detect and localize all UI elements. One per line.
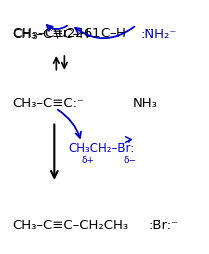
Text: :B̈r:⁻: :B̈r:⁻	[149, 218, 179, 231]
Text: CH$_3$–C\u2261C–H: CH$_3$–C\u2261C–H	[12, 27, 127, 42]
Text: CH₃–C≡C–H: CH₃–C≡C–H	[12, 28, 89, 41]
Text: CH₃CH₂–B̈r:: CH₃CH₂–B̈r:	[68, 141, 135, 154]
Text: δ−: δ−	[124, 155, 136, 164]
Text: NH₃: NH₃	[133, 96, 157, 109]
Text: CH₃–C≡C–CH₂CH₃: CH₃–C≡C–CH₂CH₃	[12, 218, 128, 231]
Text: CH₃–C≡C:⁻: CH₃–C≡C:⁻	[12, 96, 84, 109]
Text: :N̈H₂⁻: :N̈H₂⁻	[141, 28, 177, 41]
Text: δ+: δ+	[82, 155, 94, 164]
